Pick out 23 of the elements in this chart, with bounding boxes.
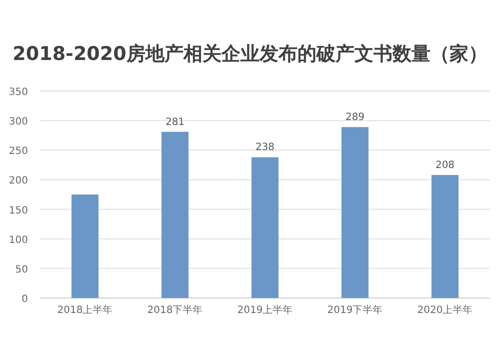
data-label: 238 (255, 142, 275, 154)
y-tick-label: 150 (8, 205, 28, 216)
y-tick-label: 350 (8, 87, 28, 98)
x-tick-label: 2018下半年 (147, 304, 203, 316)
y-tick-label: 200 (8, 176, 28, 187)
y-tick-label: 0 (22, 294, 28, 305)
bar (432, 174, 458, 298)
x-tick-label: 2019下半年 (327, 304, 383, 316)
bar (342, 127, 368, 298)
bar (252, 157, 278, 298)
x-tick-label: 2018上半年 (57, 304, 113, 316)
y-tick-label: 300 (8, 116, 28, 128)
y-tick-label: 250 (8, 146, 28, 158)
x-tick-label: 2020上半年 (417, 304, 473, 316)
bar (72, 194, 98, 298)
y-tick-label: 50 (15, 264, 28, 276)
chart-title: 2018-2020房地产相关企业发布的破产文书数量（家） (12, 43, 488, 65)
data-label: 289 (345, 112, 365, 124)
data-label: 281 (165, 116, 185, 128)
data-label: 208 (435, 160, 455, 171)
y-tick-label: 100 (8, 234, 28, 246)
x-tick-label: 2019上半年 (237, 304, 293, 316)
bar (162, 132, 188, 298)
